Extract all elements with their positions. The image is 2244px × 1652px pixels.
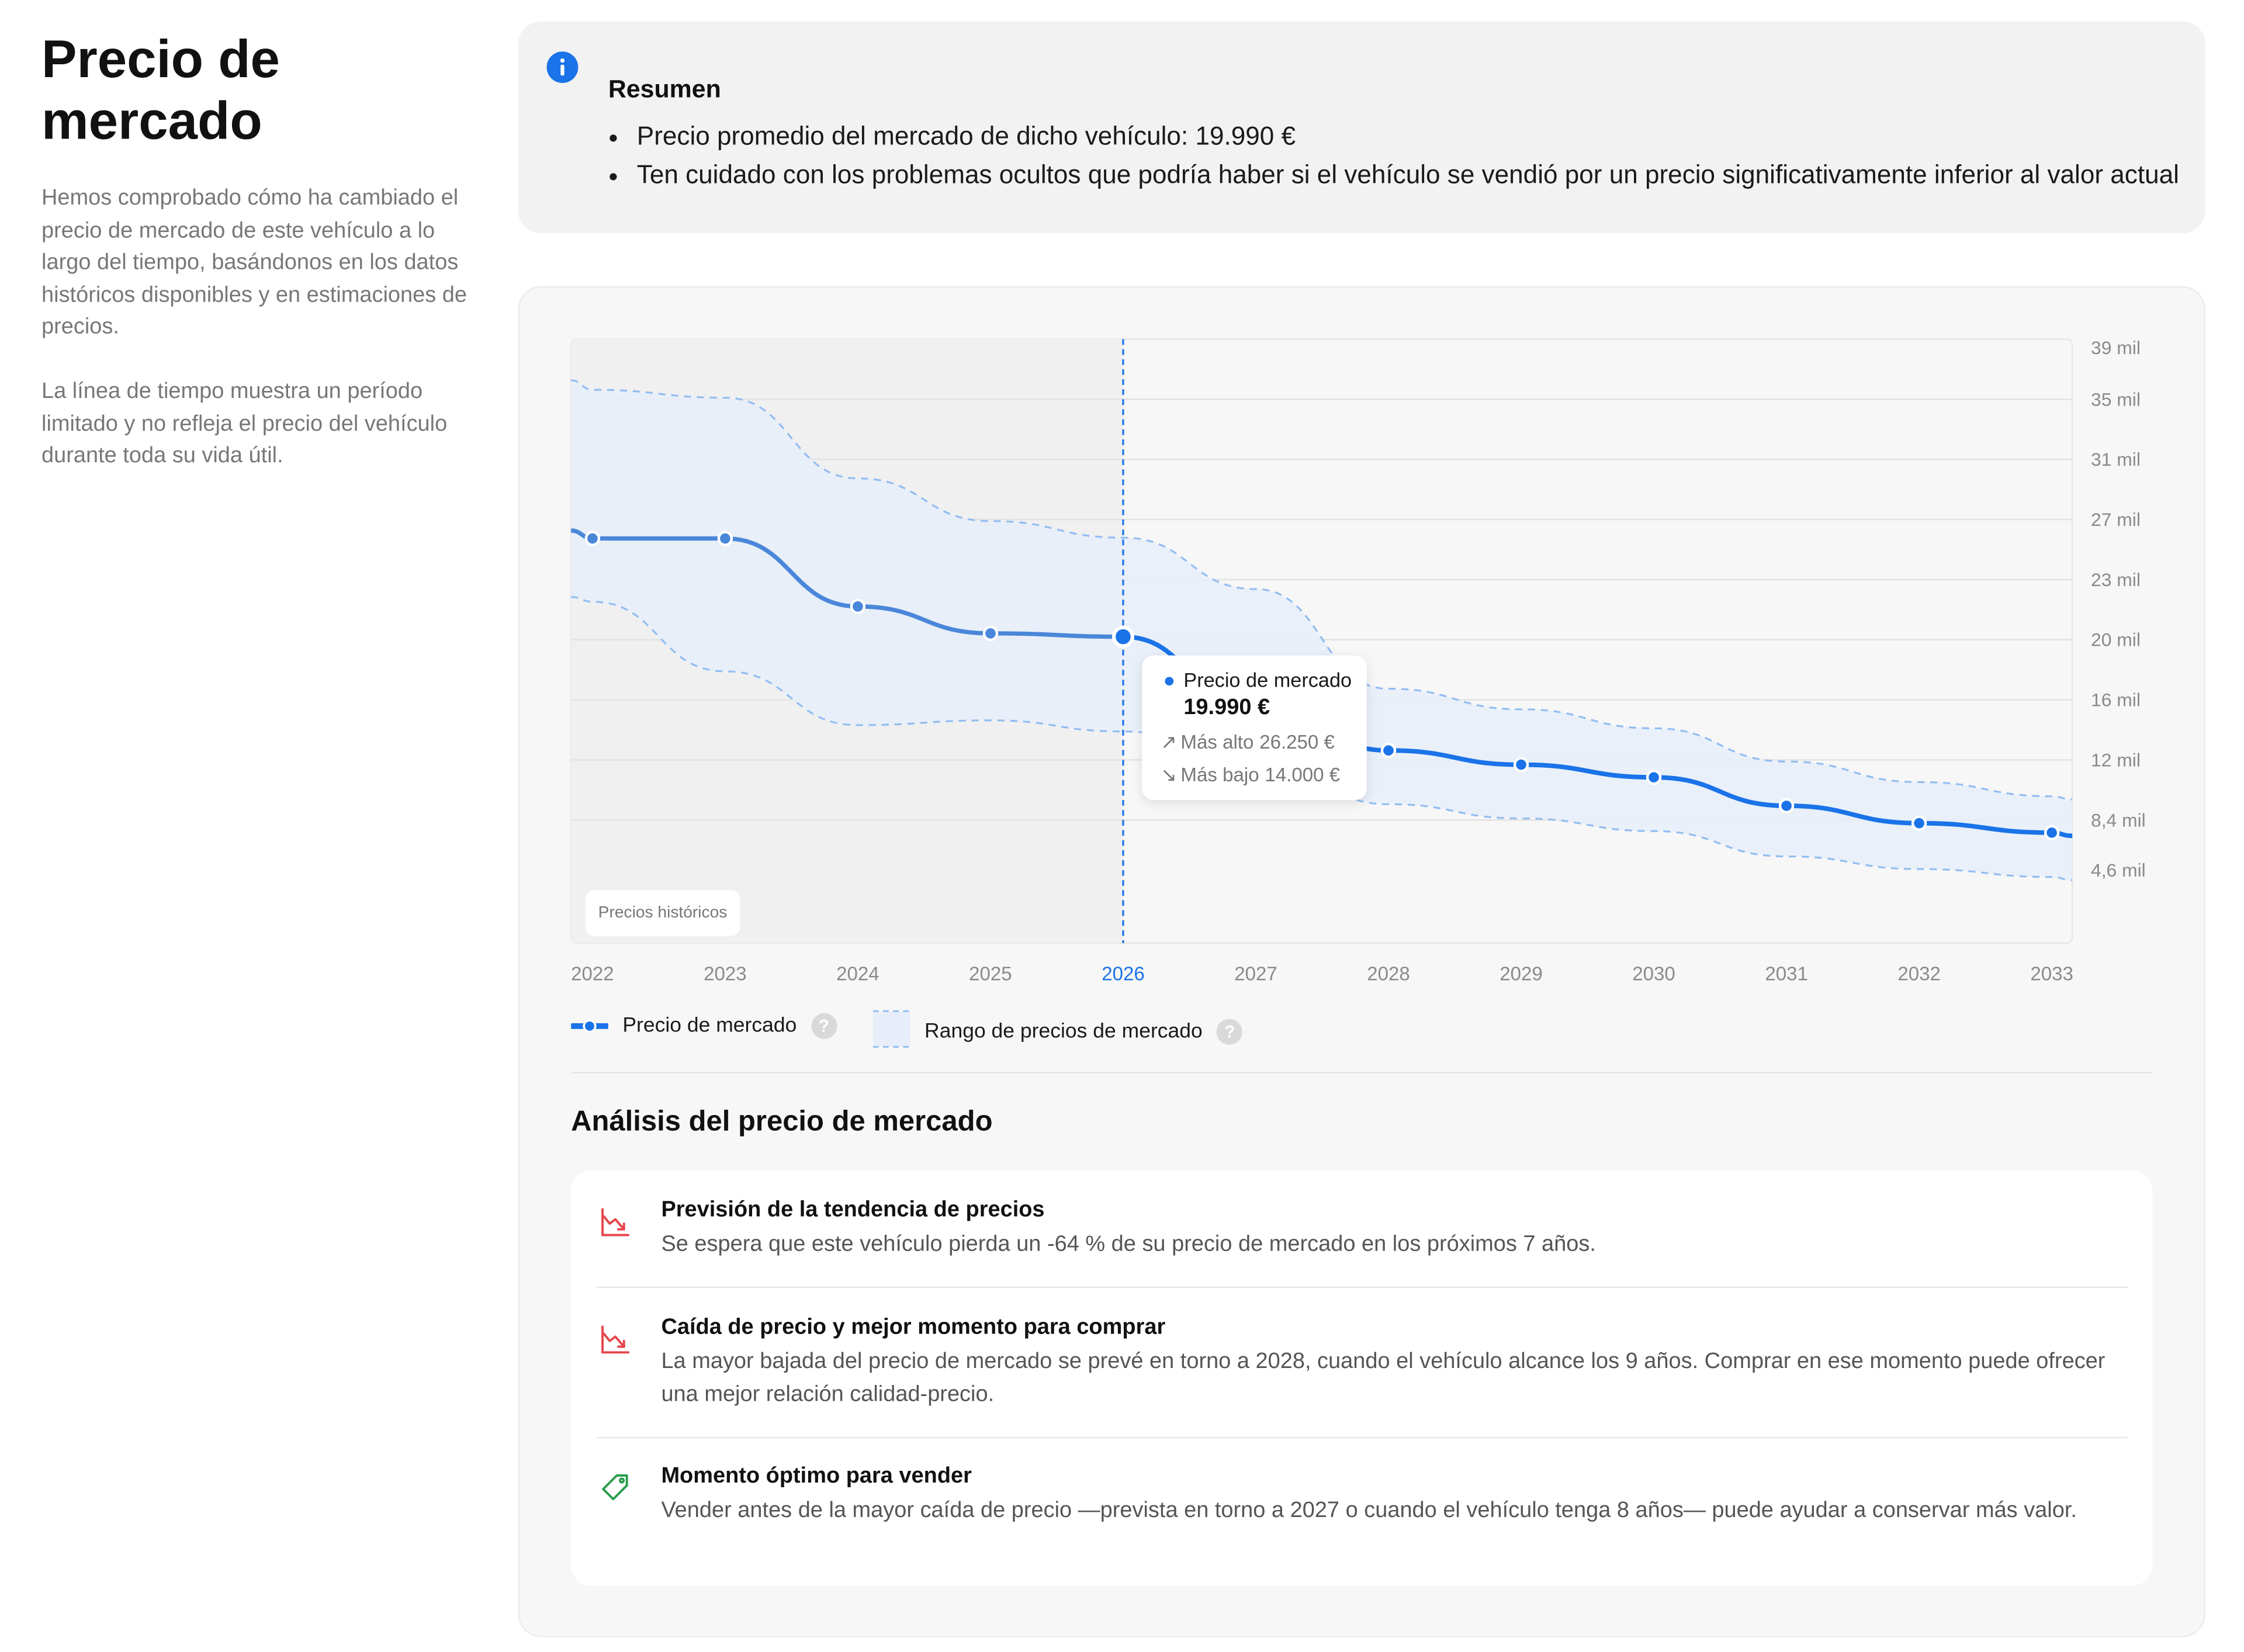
- analysis-item-title: Momento óptimo para vender: [661, 1464, 972, 1488]
- data-point[interactable]: [1111, 625, 1134, 648]
- x-tick-label: 2032: [1897, 964, 1941, 985]
- arrow-up-right-icon: ↗: [1161, 731, 1177, 753]
- summary-box: Resumen Precio promedio del mercado de d…: [518, 21, 2205, 234]
- y-tick-label: 4,6 mil: [2091, 860, 2146, 881]
- y-tick-label: 39 mil: [2091, 337, 2141, 358]
- tooltip-high-row: ↗ Más alto 26.250 €: [1161, 731, 1335, 754]
- data-point[interactable]: [982, 625, 999, 642]
- page-title: Precio de mercado: [41, 30, 280, 151]
- divider: [597, 1286, 2128, 1289]
- analysis-item-title: Previsión de la tendencia de precios: [661, 1197, 1045, 1222]
- intro-column: Precio de mercado Hemos comprobado cómo …: [41, 29, 471, 473]
- line-series-icon: [571, 1019, 608, 1033]
- divider: [597, 1436, 2128, 1439]
- tooltip-value: 19.990 €: [1183, 695, 1270, 720]
- legend-price-range-label: Rango de precios de mercado: [924, 1019, 1203, 1043]
- help-icon[interactable]: ?: [811, 1013, 837, 1039]
- analysis-card: Previsión de la tendencia de precios Se …: [571, 1170, 2153, 1586]
- data-point[interactable]: [1778, 798, 1795, 814]
- x-tick-label: 2024: [836, 964, 879, 985]
- y-tick-label: 8,4 mil: [2091, 809, 2146, 830]
- legend-price-range[interactable]: Rango de precios de mercado ?: [871, 1010, 1243, 1049]
- data-point[interactable]: [717, 531, 733, 546]
- divider: [571, 1072, 2153, 1073]
- y-tick-label: 31 mil: [2091, 449, 2141, 470]
- trend-down-icon: [601, 1325, 630, 1354]
- description-paragraph: Hemos comprobado cómo ha cambiado el pre…: [41, 186, 467, 340]
- x-tick-label: 2028: [1367, 964, 1410, 985]
- chart-tooltip: Precio de mercado 19.990 € ↗ Más alto 26.2…: [1142, 655, 1367, 800]
- price-range-band: [571, 380, 2073, 881]
- data-point[interactable]: [1513, 757, 1529, 773]
- y-tick-label: 35 mil: [2091, 389, 2141, 410]
- trend-down-icon: [601, 1208, 630, 1237]
- x-tick-label: 2029: [1500, 964, 1543, 985]
- price-tag-icon: [602, 1474, 628, 1501]
- x-tick-label: 2033: [2030, 964, 2073, 985]
- legend-market-price-label: Precio de mercado: [622, 1014, 797, 1038]
- help-icon[interactable]: ?: [1217, 1018, 1243, 1044]
- y-tick-label: 23 mil: [2091, 569, 2141, 590]
- data-point[interactable]: [1911, 815, 1927, 831]
- market-price-line-historical: [570, 528, 1123, 639]
- tooltip-low-row: ↘ Más bajo 14.000 €: [1161, 764, 1340, 787]
- price-chart: 39 mil 35 mil 31 mil 27 mil 23 mil 20 mil 16 m…: [570, 337, 2146, 985]
- y-tick-label: 12 mil: [2091, 749, 2141, 770]
- analysis-item-text: La mayor bajada del precio de mercado se…: [661, 1349, 2106, 1407]
- summary-list: Precio promedio del mercado de dicho veh…: [608, 117, 2180, 195]
- data-point[interactable]: [1646, 769, 1662, 785]
- analysis-item-title: Caída de precio y mejor momento para com…: [661, 1315, 1166, 1340]
- analysis-item-text: Se espera que este vehículo pierda un -6…: [661, 1232, 1596, 1257]
- x-tick-label: 2025: [969, 964, 1012, 985]
- data-point[interactable]: [1380, 742, 1397, 759]
- range-upper-line: [571, 379, 2073, 801]
- x-tick-label: 2023: [704, 964, 747, 985]
- y-tick-label: 16 mil: [2091, 690, 2141, 711]
- x-tick-label: 2027: [1234, 964, 1277, 985]
- x-tick-label: 2031: [1765, 964, 1808, 985]
- data-point[interactable]: [850, 598, 866, 615]
- tooltip-high-label: Más alto: [1180, 731, 1254, 753]
- range-lower-line: [571, 596, 2073, 881]
- legend-market-price[interactable]: Precio de mercado ?: [571, 1013, 837, 1039]
- x-tick-label: 2030: [1632, 964, 1675, 985]
- data-point[interactable]: [2044, 825, 2060, 841]
- tooltip-low-value: 14.000 €: [1265, 764, 1341, 786]
- data-point[interactable]: [584, 531, 601, 546]
- range-band-icon: [872, 1010, 910, 1048]
- summary-title: Resumen: [608, 74, 721, 103]
- analysis-item-text: Vender antes de la mayor caída de precio…: [661, 1498, 2077, 1523]
- tooltip-dot-icon: [1165, 677, 1174, 686]
- x-tick-label: 2022: [571, 964, 614, 985]
- y-tick-label: 27 mil: [2091, 509, 2141, 530]
- y-tick-label: 20 mil: [2091, 629, 2141, 650]
- summary-item: Ten cuidado con los problemas ocultos qu…: [634, 156, 2180, 195]
- tooltip-low-label: Más bajo: [1180, 764, 1259, 786]
- market-price-panel: 39 mil 35 mil 31 mil 27 mil 23 mil 20 mil 16 m…: [518, 286, 2205, 1637]
- analysis-title: Análisis del precio de mercado: [571, 1106, 993, 1138]
- tooltip-label: Precio de mercado: [1183, 668, 1352, 691]
- arrow-down-right-icon: ↘: [1161, 764, 1177, 786]
- summary-item: Precio promedio del mercado de dicho veh…: [634, 117, 2180, 156]
- historical-prices-badge: Precios históricos: [585, 890, 740, 936]
- timeline-note: La línea de tiempo muestra un período li…: [41, 379, 448, 469]
- tooltip-high-value: 26.250 €: [1259, 731, 1335, 753]
- x-tick-label: 2026: [1102, 964, 1145, 985]
- info-icon: [546, 51, 579, 84]
